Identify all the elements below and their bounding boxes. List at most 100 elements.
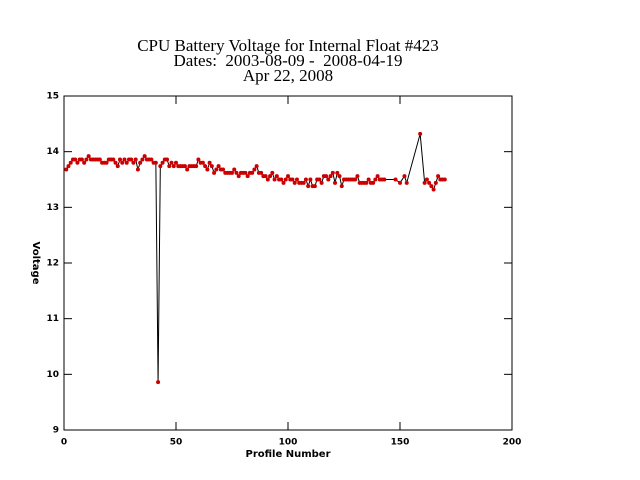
data-point — [328, 174, 333, 179]
data-point — [68, 160, 73, 165]
data-point — [86, 154, 91, 159]
data-point — [97, 157, 102, 162]
data-point — [292, 180, 297, 185]
y-tick-label: 11 — [46, 314, 59, 324]
data-point — [212, 170, 217, 175]
data-point — [330, 170, 335, 175]
data-point — [418, 131, 423, 136]
data-point — [290, 177, 295, 182]
y-axis-label: Voltage — [30, 242, 41, 285]
data-point — [165, 157, 170, 162]
data-point — [167, 164, 172, 169]
data-point — [283, 177, 288, 182]
data-point — [207, 160, 212, 165]
x-tick-label: 200 — [503, 438, 522, 448]
data-point — [424, 177, 429, 182]
data-point — [234, 170, 239, 175]
data-point — [303, 177, 308, 182]
data-point — [129, 157, 134, 162]
data-point — [427, 180, 432, 185]
data-point — [393, 177, 398, 182]
data-point — [84, 157, 89, 162]
data-point — [398, 180, 402, 185]
data-point — [301, 180, 306, 185]
data-point — [270, 170, 275, 175]
x-axis-label: Profile Number — [245, 449, 330, 460]
data-point — [66, 164, 71, 169]
data-point — [124, 160, 129, 165]
x-tick-label: 0 — [61, 438, 67, 448]
data-point — [274, 174, 279, 179]
data-point — [221, 167, 226, 172]
data-point — [120, 160, 125, 165]
data-point — [252, 167, 257, 172]
data-point — [286, 174, 290, 179]
data-point — [442, 177, 447, 182]
data-point — [75, 160, 80, 165]
data-point — [214, 167, 219, 172]
data-point — [429, 184, 434, 189]
data-point — [375, 174, 380, 179]
data-point — [138, 160, 143, 165]
data-point — [250, 170, 255, 175]
data-point — [153, 160, 158, 165]
data-point — [185, 167, 190, 172]
data-point — [203, 164, 208, 169]
data-point — [326, 177, 331, 182]
chart-title: CPU Battery Voltage for Internal Float #… — [137, 36, 439, 55]
data-point — [402, 174, 407, 179]
data-point — [135, 167, 140, 172]
data-point — [337, 174, 342, 179]
data-point — [339, 184, 344, 189]
y-tick-label: 14 — [46, 147, 59, 157]
data-point — [317, 177, 322, 182]
data-point — [436, 174, 441, 179]
data-point — [209, 164, 214, 169]
data-point — [142, 154, 147, 159]
data-point — [355, 174, 360, 179]
data-point — [158, 164, 163, 169]
data-point — [265, 177, 270, 182]
y-tick-label: 13 — [46, 203, 59, 213]
data-point — [113, 160, 118, 165]
data-point — [333, 180, 338, 185]
data-point — [308, 177, 313, 182]
data-point — [431, 187, 436, 192]
y-tick-label: 15 — [46, 92, 59, 102]
data-point — [353, 177, 358, 182]
data-point — [73, 157, 78, 162]
data-point — [422, 180, 427, 185]
data-point — [122, 157, 127, 162]
data-point — [373, 177, 378, 182]
data-point — [433, 180, 438, 185]
plot-frame — [63, 95, 513, 431]
data-point — [118, 157, 122, 162]
data-point — [205, 167, 210, 172]
data-point — [236, 174, 241, 179]
data-point — [259, 170, 264, 175]
data-point — [254, 164, 259, 169]
data-point — [149, 157, 154, 162]
data-point — [366, 177, 371, 182]
data-point — [194, 164, 199, 169]
data-point — [245, 174, 250, 179]
data-point — [312, 184, 317, 189]
data-point — [171, 164, 176, 169]
data-point — [404, 180, 409, 185]
y-tick-label: 9 — [53, 426, 59, 436]
data-point — [335, 170, 340, 175]
x-tick-label: 100 — [279, 438, 298, 448]
data-point — [182, 164, 187, 169]
data-point — [82, 160, 87, 165]
data-point — [279, 177, 284, 182]
data-point — [160, 160, 165, 165]
x-tick-label: 150 — [391, 438, 410, 448]
data-point — [156, 380, 161, 385]
data-point — [294, 177, 299, 182]
chart-subtitle: Dates: 2003-08-09 - 2008-04-19 — [174, 51, 403, 70]
chart-date: Apr 22, 2008 — [243, 66, 333, 85]
data-point — [64, 167, 69, 172]
data-point — [196, 157, 201, 162]
data-point — [140, 157, 145, 162]
data-point — [272, 177, 277, 182]
